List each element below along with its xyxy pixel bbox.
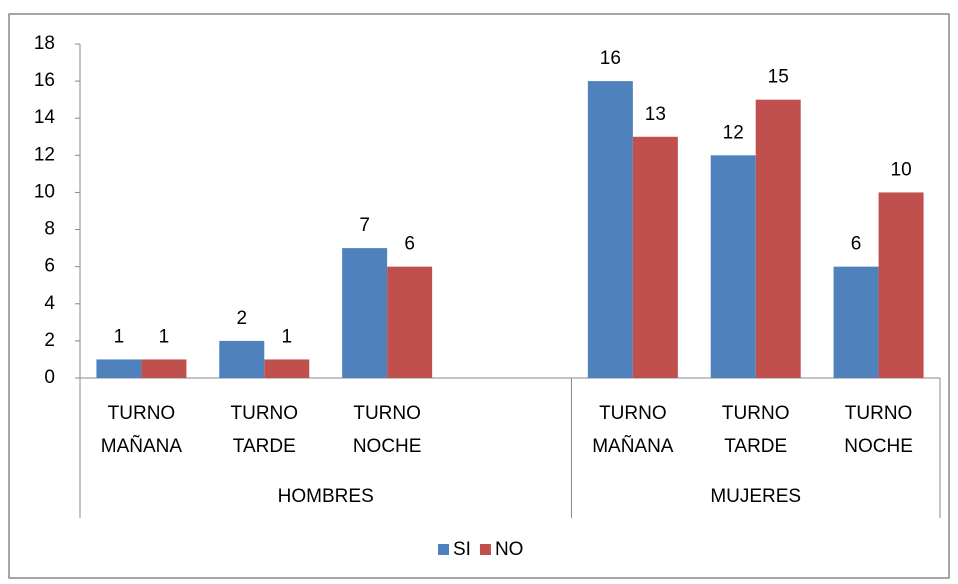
data-label: 6	[851, 234, 862, 255]
y-tick-label: 4	[44, 293, 55, 314]
y-tick-label: 18	[34, 33, 55, 54]
data-label: 12	[723, 122, 744, 143]
y-tick-label: 8	[44, 219, 55, 240]
legend-swatch	[479, 544, 491, 555]
bar	[342, 248, 388, 378]
data-label: 15	[768, 67, 789, 88]
bar	[632, 136, 678, 378]
x-tick-label: TURNO NOCHE	[844, 403, 913, 457]
data-label: 10	[891, 159, 912, 180]
bar	[710, 155, 756, 378]
x-tick-label: TURNO TARDE	[721, 403, 790, 457]
group-label: HOMBRES	[278, 486, 374, 507]
data-label: 2	[236, 308, 247, 329]
x-tick-label: TURNO NOCHE	[352, 403, 422, 457]
y-tick-label: 2	[44, 330, 55, 351]
data-label: 1	[114, 326, 125, 347]
x-tick-label: TURNO MAÑANA	[592, 403, 674, 457]
y-tick-label: 0	[44, 367, 55, 388]
data-label: 13	[645, 104, 666, 125]
y-tick-label: 12	[34, 144, 55, 165]
data-label: 7	[359, 215, 370, 236]
legend-label: NO	[495, 539, 524, 560]
legend-swatch	[438, 544, 449, 555]
y-tick-label: 10	[34, 181, 55, 202]
group-label: MUJERES	[710, 486, 801, 507]
data-label: 6	[404, 234, 415, 255]
bar	[219, 340, 265, 378]
data-label: 16	[600, 48, 621, 69]
bar	[141, 359, 187, 378]
x-tick-label: TURNO MAÑANA	[100, 403, 183, 457]
bar	[587, 81, 633, 378]
legend-label: SI	[453, 539, 471, 560]
y-tick-label: 14	[34, 107, 56, 128]
data-label: 1	[159, 326, 170, 347]
bar	[96, 359, 142, 378]
bar	[755, 99, 801, 379]
bar	[264, 359, 310, 378]
y-tick-label: 16	[34, 70, 55, 91]
y-tick-label: 6	[44, 256, 55, 277]
data-label: 1	[281, 326, 292, 347]
bar	[878, 192, 924, 378]
bar	[387, 266, 433, 378]
x-tick-label: TURNO TARDE	[230, 403, 299, 457]
chart-border	[8, 13, 950, 579]
bar	[833, 266, 879, 378]
